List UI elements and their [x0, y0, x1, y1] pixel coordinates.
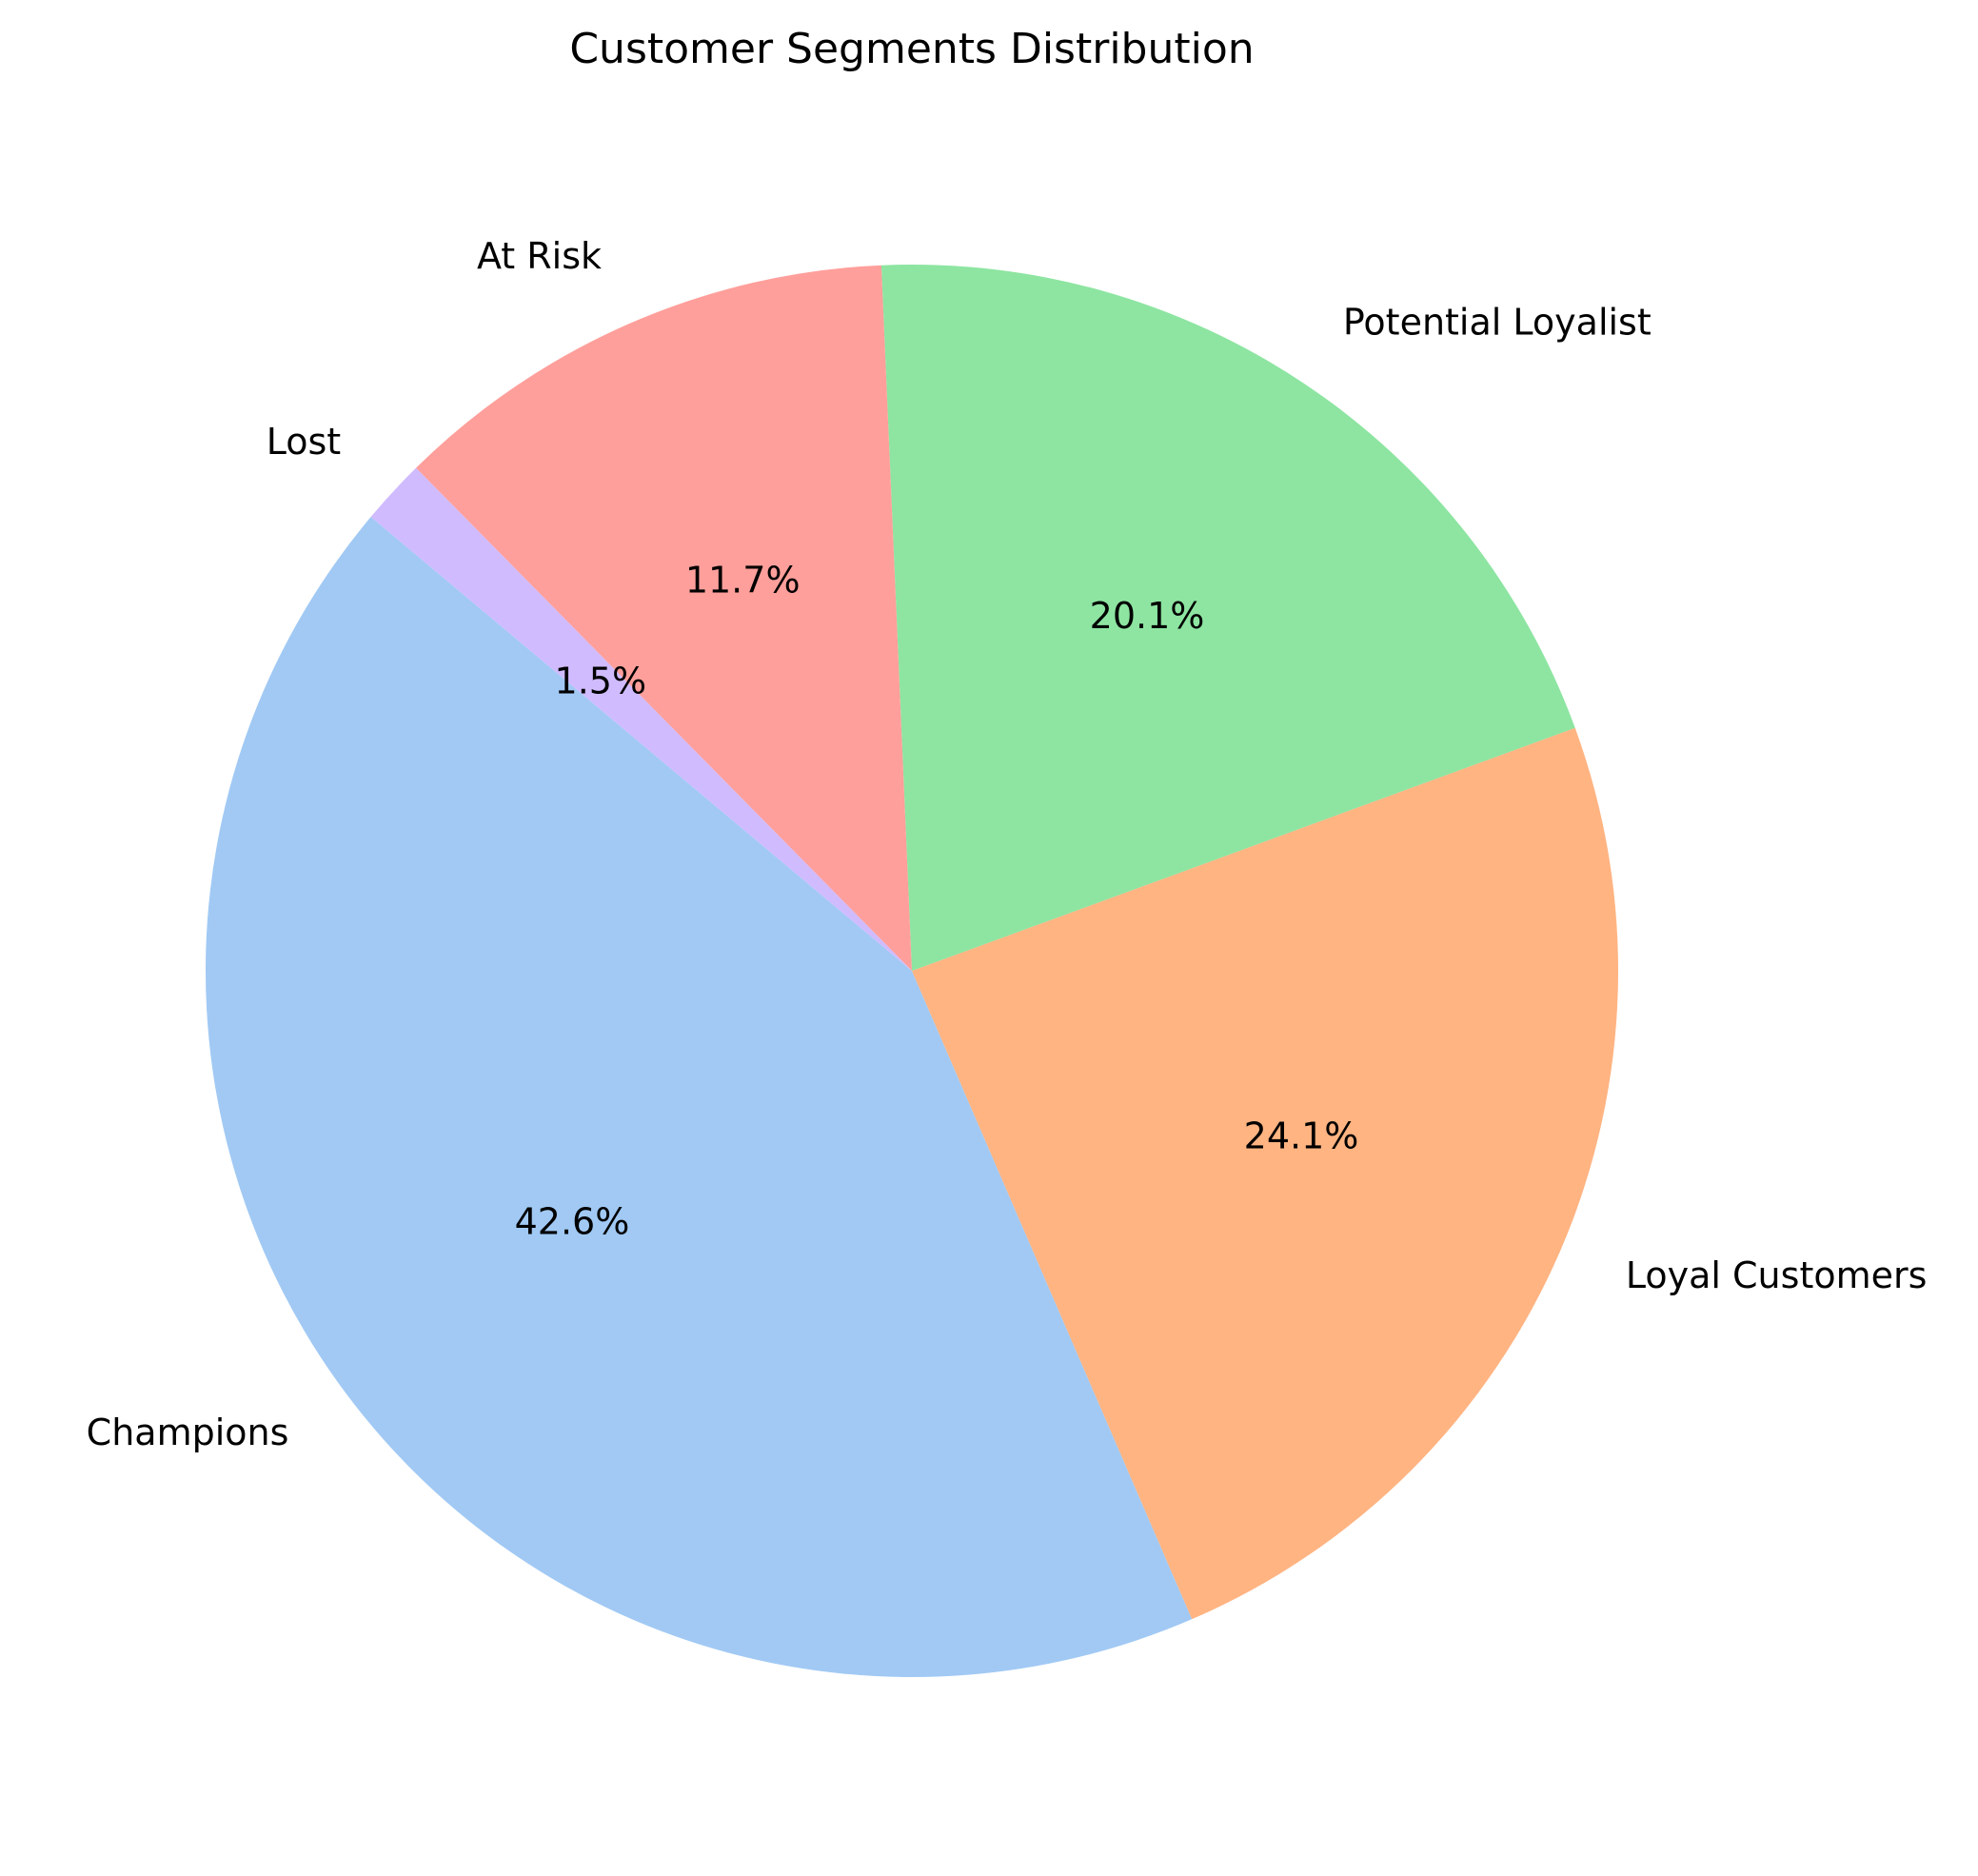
pct-label-champions: 42.6%: [515, 1200, 630, 1242]
pct-label-at-risk: 11.7%: [685, 559, 801, 601]
pct-label-loyal-customers: 24.1%: [1244, 1115, 1359, 1156]
pie-slice-champions: [206, 517, 1193, 1678]
slice-label-lost: Lost: [267, 421, 341, 463]
pie-slices: [206, 265, 1618, 1678]
slice-label-at-risk: At Risk: [477, 235, 602, 277]
slice-label-champions: Champions: [87, 1412, 289, 1453]
pie-slice-at-risk: [416, 265, 912, 972]
pie-labels: Champions 42.6% Loyal Customers 24.1% Potent…: [87, 235, 1928, 1453]
pct-label-potential-loyalist: 20.1%: [1090, 595, 1205, 637]
pie-slice-potential-loyalist: [880, 265, 1575, 971]
pct-label-lost: 1.5%: [555, 661, 647, 702]
slice-label-loyal-customers: Loyal Customers: [1626, 1254, 1928, 1296]
pie-slice-loyal-customers: [912, 727, 1618, 1620]
chart-title: Customer Segments Distribution: [569, 25, 1254, 73]
slice-label-potential-loyalist: Potential Loyalist: [1343, 301, 1652, 343]
pie-slice-lost: [370, 467, 912, 972]
